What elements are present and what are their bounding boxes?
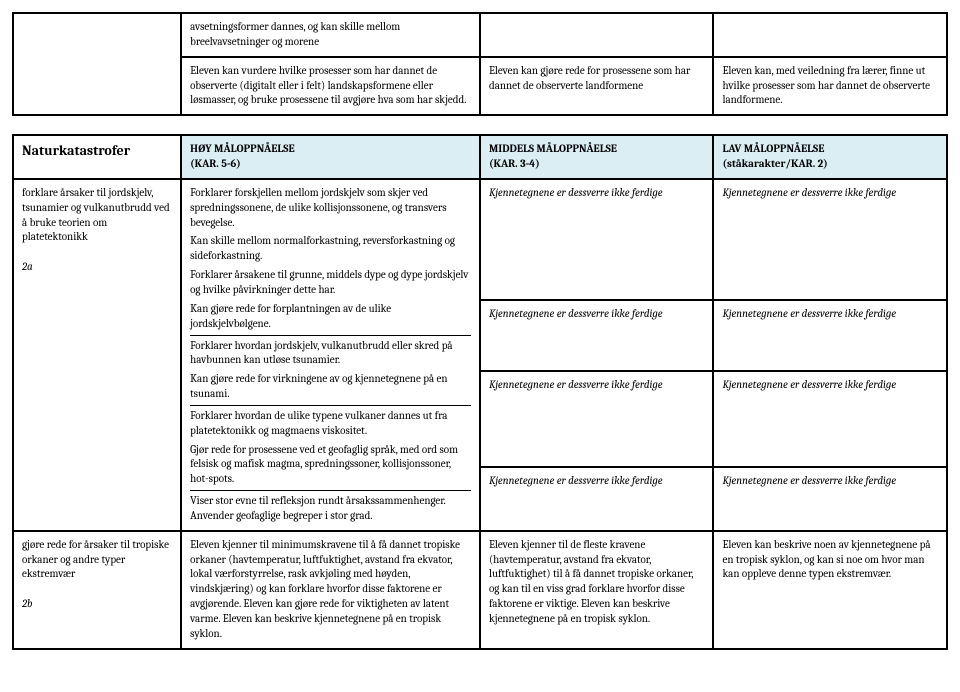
hoy-p: Kan skille mellom normalforkastning, rev… bbox=[190, 234, 471, 264]
cell: Eleven kan gjøre rede for prosessene som… bbox=[480, 57, 714, 116]
cell-mid: Kjennetegnene er dessverre ikke ferdige bbox=[480, 179, 714, 301]
mid-text: Kjennetegnene er dessverre ikke ferdige bbox=[489, 307, 705, 322]
lav-text: Kjennetegnene er dessverre ikke ferdige bbox=[722, 186, 938, 201]
hoy-p: Forklarer hvordan de ulike typene vulkan… bbox=[190, 409, 471, 439]
hoy-p: Viser stor evne til refleksjon rundt års… bbox=[190, 494, 471, 524]
table-row: gjøre rede for årsaker til tropiske orka… bbox=[13, 531, 947, 649]
lav-text: Kjennetegnene er dessverre ikke ferdige bbox=[722, 307, 938, 322]
cell: Eleven kan vurdere hvilke prosesser som … bbox=[181, 57, 480, 116]
header-text: LAV MÅLOPPNÅELSE bbox=[722, 142, 824, 155]
col-header-mid: MIDDELS MÅLOPPNÅELSE (KAR. 3-4) bbox=[480, 135, 714, 179]
topic-code: 2b bbox=[22, 597, 172, 612]
hoy-p: Gjør rede for prosessene ved et geofagli… bbox=[190, 443, 471, 488]
mid-text: Kjennetegnene er dessverre ikke ferdige bbox=[489, 474, 705, 489]
topic-cell: forklare årsaker til jordskjelv, tsunami… bbox=[13, 179, 181, 531]
header-sub: (KAR. 3-4) bbox=[489, 157, 540, 170]
cell-empty bbox=[480, 13, 714, 57]
col-header-hoy: HØY MÅLOPPNÅELSE (KAR. 5-6) bbox=[181, 135, 480, 179]
spacer bbox=[12, 116, 948, 134]
cell-hoy: Eleven kjenner til minimumskravene til å… bbox=[181, 531, 480, 649]
cell-lav: Kjennetegnene er dessverre ikke ferdige bbox=[713, 179, 947, 301]
hoy-p: Forklarer hvordan jordskjelv, vulkanutbr… bbox=[190, 339, 471, 369]
table-row: forklare årsaker til jordskjelv, tsunami… bbox=[13, 179, 947, 301]
cell-lav: Kjennetegnene er dessverre ikke ferdige bbox=[713, 371, 947, 467]
cell: avsetningsformer dannes, og kan skille m… bbox=[181, 13, 480, 57]
header-sub: (ståkarakter/KAR. 2) bbox=[722, 157, 827, 170]
topic-cell: gjøre rede for årsaker til tropiske orka… bbox=[13, 531, 181, 649]
header-sub: (KAR. 5-6) bbox=[190, 157, 241, 170]
header-text: MIDDELS MÅLOPPNÅELSE bbox=[489, 142, 617, 155]
cell-lav: Kjennetegnene er dessverre ikke ferdige bbox=[713, 300, 947, 370]
hoy-p: Kan gjøre rede for forplantningen av de … bbox=[190, 302, 471, 332]
cell: Eleven kan, med veiledning fra lærer, fi… bbox=[713, 57, 947, 116]
lav-text: Kjennetegnene er dessverre ikke ferdige bbox=[722, 474, 938, 489]
cell-mid: Kjennetegnene er dessverre ikke ferdige bbox=[480, 300, 714, 370]
topic-desc: gjøre rede for årsaker til tropiske orka… bbox=[22, 538, 172, 583]
topic-code: 2a bbox=[22, 260, 172, 275]
hoy-p: Forklarer årsakene til grunne, middels d… bbox=[190, 268, 471, 298]
topic-header: Naturkatastrofer bbox=[13, 135, 181, 179]
header-text: HØY MÅLOPPNÅELSE bbox=[190, 142, 295, 155]
table-row-header: Naturkatastrofer HØY MÅLOPPNÅELSE (KAR. … bbox=[13, 135, 947, 179]
lav-text: Kjennetegnene er dessverre ikke ferdige bbox=[722, 378, 938, 393]
table-top: avsetningsformer dannes, og kan skille m… bbox=[12, 12, 948, 116]
cell-mid: Kjennetegnene er dessverre ikke ferdige bbox=[480, 467, 714, 531]
hoy-p: Forklarer forskjellen mellom jordskjelv … bbox=[190, 186, 471, 231]
cell-empty bbox=[713, 13, 947, 57]
cell-hoy: Forklarer forskjellen mellom jordskjelv … bbox=[181, 179, 480, 531]
cell-lav: Eleven kan beskrive noen av kjennetegnen… bbox=[713, 531, 947, 649]
table-row: avsetningsformer dannes, og kan skille m… bbox=[13, 13, 947, 57]
cell-empty bbox=[13, 13, 181, 115]
mid-text: Kjennetegnene er dessverre ikke ferdige bbox=[489, 186, 705, 201]
table-naturkatastrofer: Naturkatastrofer HØY MÅLOPPNÅELSE (KAR. … bbox=[12, 134, 948, 649]
hoy-p: Kan gjøre rede for virkningene av og kje… bbox=[190, 372, 471, 402]
cell-mid: Kjennetegnene er dessverre ikke ferdige bbox=[480, 371, 714, 467]
cell-lav: Kjennetegnene er dessverre ikke ferdige bbox=[713, 467, 947, 531]
cell-mid: Eleven kjenner til de fleste kravene (ha… bbox=[480, 531, 714, 649]
topic-desc: forklare årsaker til jordskjelv, tsunami… bbox=[22, 186, 172, 245]
col-header-lav: LAV MÅLOPPNÅELSE (ståkarakter/KAR. 2) bbox=[713, 135, 947, 179]
mid-text: Kjennetegnene er dessverre ikke ferdige bbox=[489, 378, 705, 393]
